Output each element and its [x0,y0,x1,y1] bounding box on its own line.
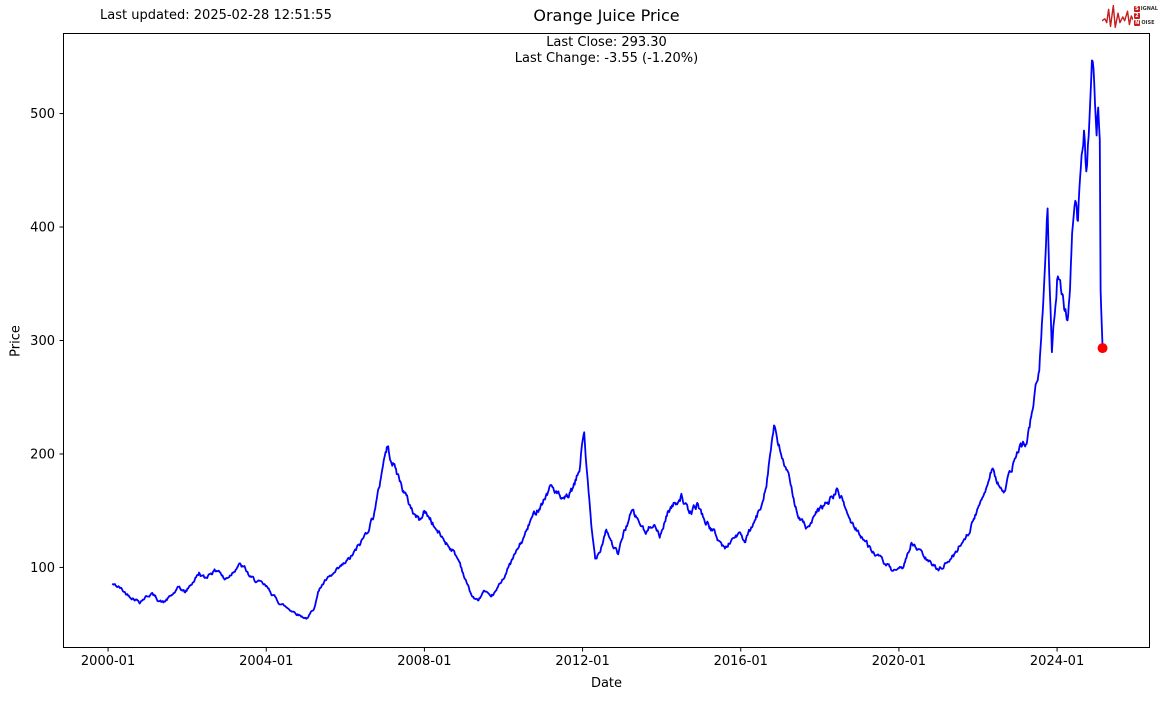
page-title: Orange Juice Price [533,6,680,25]
x-tick-label: 2000-01 [81,654,135,669]
signal2noise-logo: S IGNAL 2 N OISE [1102,2,1158,29]
chart-subtitle: Last Close: 293.30 Last Change: -3.55 (-… [63,35,1150,67]
logo-row-2: 2 [1134,12,1158,19]
logo-s-box: S [1134,5,1140,12]
y-tick-label: 400 [30,221,55,236]
logo-noise-text: OISE [1141,19,1155,26]
logo-text: S IGNAL 2 N OISE [1134,5,1158,26]
last-updated-text: Last updated: 2025-02-28 12:51:55 [100,8,332,23]
logo-n-box: N [1134,19,1141,26]
logo-2-box: 2 [1134,12,1140,19]
ecg-waveform-icon [1102,4,1134,28]
price-line-series [111,59,1104,620]
y-axis-label: Price [8,325,24,357]
logo-signal-text: IGNAL [1140,5,1158,12]
x-tick-label: 2020-01 [872,654,926,669]
x-axis-label: Date [590,676,623,691]
last-change-text: Last Change: -3.55 (-1.20%) [514,51,699,66]
last-price-marker [1097,343,1108,354]
logo-row-signal: S IGNAL [1134,5,1158,12]
x-tick-label: 2024-01 [1030,654,1084,669]
y-tick-label: 100 [30,561,55,576]
x-tick-label: 2012-01 [555,654,609,669]
y-tick-label: 300 [30,334,55,349]
last-close-text: Last Close: 293.30 [546,35,667,50]
x-tick-label: 2008-01 [397,654,451,669]
x-tick-label: 2016-01 [714,654,768,669]
y-tick-label: 200 [30,447,55,462]
y-tick-label: 500 [30,107,55,122]
plot-border [63,33,1150,648]
x-tick-label: 2004-01 [239,654,293,669]
logo-row-noise: N OISE [1134,19,1158,26]
